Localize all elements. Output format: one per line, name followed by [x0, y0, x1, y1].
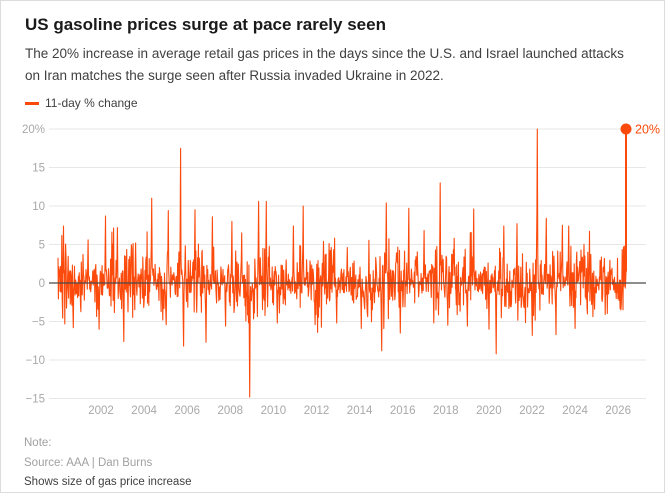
- x-axis-tick: 2024: [562, 405, 588, 417]
- x-axis-tick: 2016: [390, 405, 416, 417]
- y-axis-tick: −15: [25, 394, 45, 406]
- source-attribution: Source: AAA | Dan Burns: [24, 457, 153, 469]
- chart-footnote: Shows size of gas price increase: [24, 476, 192, 488]
- latest-point-marker: [620, 123, 632, 135]
- x-axis-tick: 2010: [261, 405, 287, 417]
- y-axis-tick: 15: [32, 163, 45, 175]
- chart-subtitle: The 20% increase in average retail gas p…: [25, 46, 624, 83]
- gas-price-line-chart: 20% 15 10 5 0 −5 −10 −15 2002 2004 2006 2008 2010 201…: [22, 123, 660, 418]
- note-label: Note:: [24, 437, 52, 449]
- y-axis-tick: −5: [32, 317, 45, 329]
- chart-legend: 11-day % change: [25, 96, 138, 110]
- x-axis-tick: 2008: [218, 405, 244, 417]
- x-axis-tick: 2026: [605, 405, 631, 417]
- x-axis-tick: 2004: [131, 405, 157, 417]
- y-axis-tick: 0: [39, 278, 45, 290]
- x-axis-tick: 2022: [519, 405, 545, 417]
- y-axis-tick: 5: [39, 240, 45, 252]
- x-axis-tick: 2020: [476, 405, 502, 417]
- chart-plot-area: 20% 15 10 5 0 −5 −10 −15 2002 2004 2006 2008 2010 201…: [1, 111, 664, 436]
- y-axis-tick: 20%: [22, 124, 45, 136]
- x-axis-tick: 2014: [347, 405, 373, 417]
- legend-label: 11-day % change: [45, 96, 138, 110]
- x-axis-tick: 2012: [304, 405, 330, 417]
- y-axis-tick: 10: [32, 201, 45, 213]
- page-title: US gasoline prices surge at pace rarely …: [25, 15, 386, 34]
- x-axis-tick: 2018: [433, 405, 459, 417]
- latest-value-label: 20%: [635, 123, 660, 137]
- y-axis-tick: −10: [25, 355, 45, 367]
- legend-line-swatch: [25, 101, 39, 105]
- x-axis-tick: 2002: [88, 405, 114, 417]
- x-axis-tick: 2006: [174, 405, 200, 417]
- series-line: [57, 128, 627, 398]
